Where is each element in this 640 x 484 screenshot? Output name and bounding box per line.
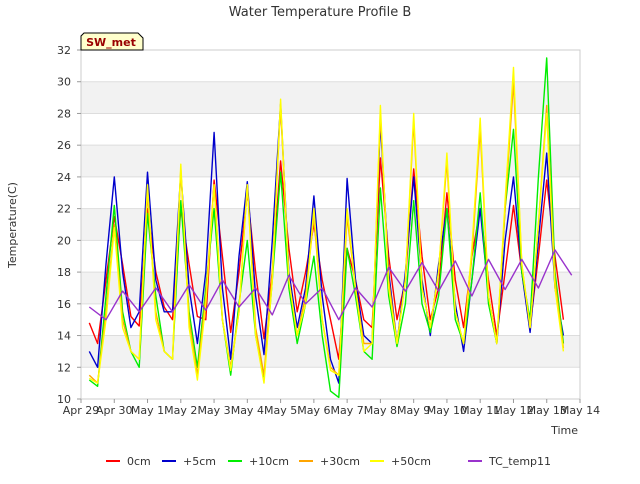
legend-label: +50cm — [391, 455, 431, 468]
x-tick-label: May 11 — [460, 404, 500, 417]
x-tick-label: May 13 — [527, 404, 567, 417]
chart-title: Water Temperature Profile B — [229, 5, 412, 20]
legend: 0cm +5cm +10cm +30cm +50cm TC_temp11 — [106, 455, 551, 468]
x-tick-label: May 3 — [197, 404, 230, 417]
background-band — [81, 81, 580, 114]
y-tick-label: 24 — [57, 171, 71, 184]
y-tick-label: 18 — [57, 266, 71, 279]
x-axis-label: Time — [550, 424, 578, 437]
legend-label: +30cm — [320, 455, 360, 468]
background-band — [81, 145, 580, 177]
y-tick-label: 22 — [57, 203, 71, 216]
x-tick-label: May 6 — [297, 404, 330, 417]
y-tick-label: 14 — [57, 330, 71, 343]
y-tick-label: 20 — [57, 234, 71, 247]
y-tick-label: 12 — [57, 361, 71, 374]
series-layer — [88, 57, 573, 399]
legend-label: TC_temp11 — [488, 455, 551, 468]
x-tick-label: May 12 — [493, 404, 533, 417]
series-line-50cm — [88, 66, 565, 384]
legend-label: 0cm — [127, 455, 151, 468]
station-badge-label: SW_met — [86, 36, 136, 49]
legend-label: +10cm — [249, 455, 289, 468]
x-tick-label: May 4 — [231, 404, 264, 417]
y-axis-label: Temperature(C) — [6, 182, 19, 269]
station-badge-shape — [80, 32, 144, 51]
y-tick-label: 32 — [57, 44, 71, 57]
series-line-tctemp11 — [88, 249, 573, 321]
x-tick-label: May 5 — [264, 404, 297, 417]
legend-label: +5cm — [183, 455, 216, 468]
background-band — [81, 272, 580, 304]
x-tick-label: May 14 — [560, 404, 600, 417]
x-tick-label: Apr 30 — [96, 404, 133, 417]
y-axis-ticks: 10 12 14 16 18 20 22 24 26 28 30 32 — [57, 44, 81, 406]
station-badge: SW_met — [80, 32, 144, 51]
y-tick-label: 30 — [57, 76, 71, 89]
x-tick-label: May 7 — [331, 404, 364, 417]
x-tick-label: May 9 — [397, 404, 430, 417]
y-tick-label: 10 — [57, 393, 71, 406]
background-band — [81, 335, 580, 368]
x-tick-label: Apr 29 — [63, 404, 100, 417]
plot-frame — [80, 49, 581, 400]
x-tick-label: May 8 — [364, 404, 397, 417]
x-tick-label: May 10 — [427, 404, 467, 417]
x-tick-label: May 2 — [164, 404, 197, 417]
y-tick-label: 28 — [57, 107, 71, 120]
y-tick-label: 26 — [57, 139, 71, 152]
y-tick-label: 16 — [57, 298, 71, 311]
x-tick-label: May 1 — [131, 404, 164, 417]
background-band — [81, 208, 580, 241]
